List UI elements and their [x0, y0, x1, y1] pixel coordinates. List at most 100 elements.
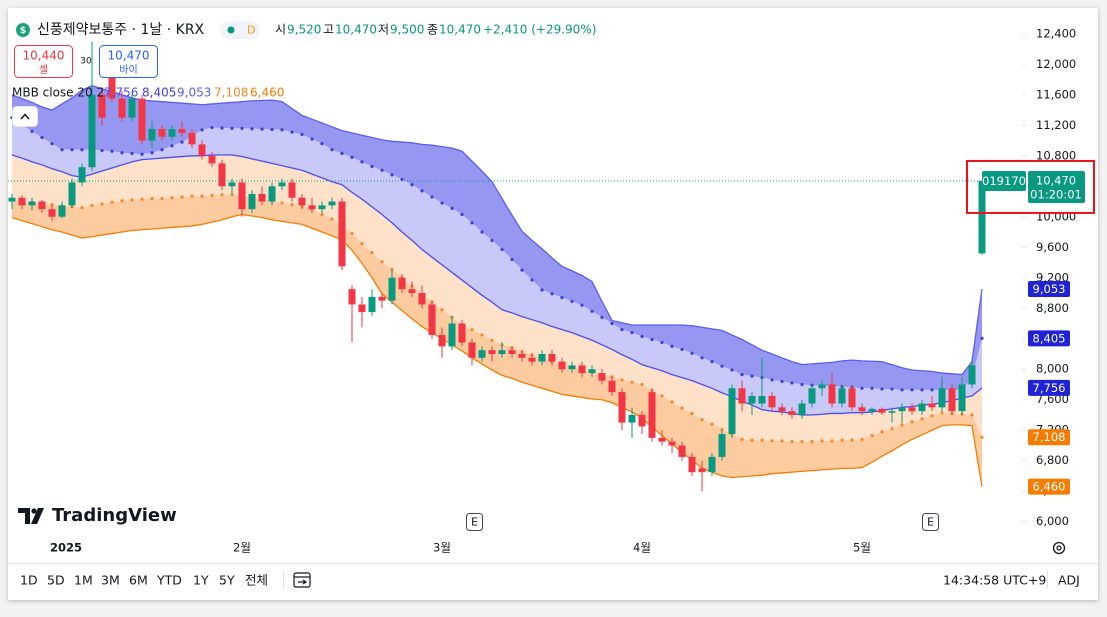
indicator-label[interactable]: MBB close 20 2: [12, 86, 104, 100]
band-dot: [370, 164, 374, 169]
timeframe-button[interactable]: 5D: [47, 573, 65, 588]
buy-price: 10,470: [108, 49, 150, 63]
band-dot: [410, 183, 414, 187]
band-dot: [210, 193, 214, 198]
event-marker[interactable]: [466, 513, 483, 531]
candle-body: [258, 193, 266, 202]
timeframe-button[interactable]: 3M: [101, 573, 120, 588]
candle-body: [878, 408, 886, 413]
band-fill: [12, 117, 982, 415]
sell-label: 셀: [39, 64, 48, 76]
band-dot: [470, 221, 474, 225]
y-tick-label: 9,600: [1036, 240, 1069, 254]
band-dot: [220, 193, 224, 197]
band-price-tag: [1028, 429, 1070, 446]
band-dot: [630, 331, 634, 335]
status-dot: [227, 26, 235, 34]
candle-body: [458, 323, 466, 343]
band-dot: [130, 198, 134, 202]
band-dot: [640, 334, 644, 339]
band-dot: [50, 202, 54, 207]
settings-button[interactable]: [1052, 541, 1066, 555]
band-dot: [910, 388, 914, 392]
candle-body: [738, 388, 746, 404]
band-dot: [540, 288, 544, 292]
price-axis: 6,0006,4006,8007,2007,6008,0008,4008,800…: [966, 26, 1095, 528]
candle-body: [268, 186, 276, 202]
band-dot: [860, 386, 864, 390]
last-price-label: 10,470: [1036, 173, 1076, 187]
band-dot: [260, 127, 264, 131]
candle-body: [158, 129, 166, 137]
band-dot: [910, 420, 914, 424]
band-dot: [940, 411, 944, 415]
band-dot: [970, 413, 974, 417]
band-dot: [290, 202, 294, 207]
band-dot: [610, 321, 614, 326]
band-dot: [930, 388, 934, 392]
candle-body: [148, 129, 156, 141]
timeframe-button[interactable]: 1M: [74, 573, 93, 588]
band-dot: [350, 155, 354, 159]
band-dot: [180, 195, 184, 199]
band-dot: [50, 141, 54, 146]
timeframe-button[interactable]: 6M: [129, 573, 148, 588]
timeframe-button[interactable]: 1D: [20, 573, 38, 588]
timeframe-button[interactable]: 1Y: [193, 573, 209, 588]
band-dot: [210, 125, 214, 130]
candle-body: [178, 129, 186, 133]
band-dot: [110, 149, 114, 153]
timeframe-button[interactable]: 5Y: [219, 573, 235, 588]
band-dot: [760, 438, 764, 442]
band-price-tag: [1028, 280, 1070, 297]
band-dot: [800, 382, 804, 387]
highlight-box: [966, 159, 1095, 214]
candle-body: [128, 98, 136, 118]
candle-body: [618, 392, 626, 423]
adjust-toggle[interactable]: ADJ: [1058, 573, 1080, 588]
band-dot: [890, 387, 894, 391]
symbol-title[interactable]: 신풍제약보통주 · 1날 · KRX: [37, 22, 205, 38]
candle-body: [778, 407, 786, 412]
candle-body: [508, 350, 516, 354]
y-tick-label: 6,000: [1036, 514, 1069, 528]
band-dot: [720, 427, 724, 432]
y-tick-label: 10,000: [1036, 209, 1076, 223]
band-dot: [560, 295, 564, 300]
event-marker[interactable]: [922, 513, 939, 531]
candle-body: [308, 205, 316, 210]
candle-body: [338, 201, 346, 267]
band-dot: [710, 422, 714, 426]
candle-body: [138, 98, 146, 141]
band-dot: [320, 212, 324, 217]
candle-body: [768, 395, 776, 408]
band-dot: [450, 206, 454, 210]
buy-button[interactable]: [99, 45, 158, 78]
candle-body: [678, 445, 686, 457]
plot-area: [8, 41, 1022, 492]
y-tick-label: 10,800: [1036, 148, 1076, 162]
timeframe-button[interactable]: 전체: [245, 573, 268, 588]
band-dot: [140, 152, 144, 156]
date-range-button[interactable]: [293, 572, 311, 588]
timeframe-button[interactable]: YTD: [156, 573, 182, 588]
symbol-icon: [16, 23, 30, 37]
band-dot: [390, 173, 394, 177]
event-marker-label: E: [927, 516, 934, 529]
band-dot: [790, 381, 794, 385]
indicator-values: 7,756 8,405 9,053 7,108 6,460: [104, 86, 284, 100]
collapse-button[interactable]: [12, 106, 38, 127]
candle-body: [968, 365, 976, 385]
band-dot: [690, 351, 694, 355]
band-dot: [270, 127, 274, 132]
band-dot: [230, 193, 234, 197]
status-pill[interactable]: [220, 21, 260, 39]
sell-button[interactable]: [14, 45, 73, 78]
band-dot: [220, 126, 224, 130]
band-dot: [720, 364, 724, 368]
buy-label: 바이: [119, 64, 137, 76]
candle-body: [218, 163, 226, 187]
candle-body: [718, 434, 726, 457]
band-fill: [12, 194, 982, 487]
candle-body: [488, 350, 496, 354]
